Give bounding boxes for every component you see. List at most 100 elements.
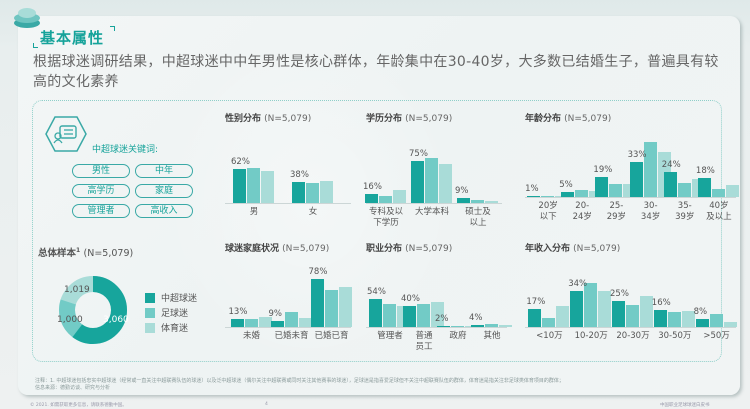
bar [230, 318, 244, 327]
bar [383, 304, 396, 327]
bar [709, 314, 723, 327]
bar [541, 195, 555, 197]
bar-value-label: 8% [693, 306, 708, 317]
bar [425, 158, 438, 203]
footer-copyright: © 2021. 如需获取更多信息，请联系德勤中国。 [30, 403, 127, 408]
x-axis [525, 327, 736, 328]
keywords-panel: 中超球迷关键词: 男性 中年 高学历 家庭 管理者 高收入 [45, 115, 205, 225]
legend-item: 足球迷 [145, 305, 197, 320]
id-card-icon [45, 116, 87, 152]
bar-value-label: 34% [568, 279, 588, 290]
bar [437, 325, 450, 327]
bar [677, 183, 691, 197]
bar [233, 168, 246, 203]
bar [681, 311, 695, 327]
donut-label-fans-csl: 3,060 [103, 315, 129, 325]
bar [417, 303, 430, 327]
bar-value-label: 4% [469, 312, 483, 323]
bar [711, 188, 725, 197]
category-label: >50万 [703, 331, 730, 341]
bar [527, 195, 541, 197]
keyword-pill: 高学历 [72, 184, 130, 198]
bar [697, 178, 711, 197]
bar [244, 318, 258, 327]
summary-text: 根据球迷调研结果，中超球迷中中年男性是核心群体，年龄集中在30-40岁，大多数已… [33, 54, 719, 90]
bar-value-label: 9% [268, 309, 283, 320]
bar-value-label: 33% [627, 150, 647, 161]
bar [556, 306, 570, 327]
bar-value-label: 19% [593, 165, 613, 176]
chart-title: 球迷家庭状况 (N=5,079) [225, 244, 330, 254]
bar-value-label: 2% [435, 313, 449, 324]
bar-value-label: 1% [525, 183, 539, 194]
bar-value-label: 62% [231, 156, 250, 167]
bar [609, 184, 623, 197]
income-chart: 年收入分布 (N=5,079) 17% <10万 34% 10-20万 25% 20-30万… [525, 241, 740, 351]
sample-legend: 中超球迷 足球迷 体育迷 [145, 290, 197, 335]
section-title: 基本属性 [40, 29, 105, 47]
keyword-pill: 管理者 [72, 204, 130, 218]
bar [258, 317, 272, 327]
category-label: 男 [249, 207, 259, 217]
bar-value-label: 54% [367, 286, 386, 297]
chart-title: 性别分布 (N=5,079) [225, 114, 312, 124]
bar [575, 189, 589, 197]
category-label: 30-50万 [658, 331, 692, 341]
bar-value-label: 75% [409, 149, 428, 159]
bar [499, 324, 512, 327]
bar [640, 295, 653, 327]
chart-title: 年龄分布 (N=5,079) [525, 114, 612, 124]
age-chart: 年龄分布 (N=5,079) 1% 20岁 以下 5% 20- 24岁 19% 25- 29岁 33… [525, 111, 740, 226]
bar [598, 291, 612, 327]
family-chart: 球迷家庭状况 (N=5,079) 13% 未婚 9% 已婚未育 78% 已婚已育 [225, 241, 355, 351]
bar [247, 167, 260, 203]
bar [292, 182, 305, 203]
keyword-pill: 中年 [135, 164, 193, 178]
donut-label-fans-football: 1,000 [57, 315, 83, 325]
bar [725, 185, 739, 197]
category-label: 20-30万 [616, 331, 650, 341]
bar [485, 324, 498, 327]
category-label: 已婚未育 [274, 331, 309, 341]
category-label: 20岁 以下 [538, 201, 558, 222]
bar-value-label: 38% [290, 170, 309, 181]
gender-chart: 性别分布 (N=5,079) 62% 男 38% 女 [225, 111, 355, 226]
bar [439, 163, 452, 203]
bar [306, 183, 319, 203]
footnote: 注释：1. 中超球迷包括忠实中超球迷（经常或一直关注中超联赛队伍的球迷）以及泛中… [35, 378, 564, 391]
education-chart: 学历分布 (N=5,079) 16% 专科及以 下学历 75% 大学本科 9% 硕士及 以上 [363, 111, 506, 228]
bar [393, 189, 406, 203]
bar [723, 321, 737, 327]
bar [584, 282, 598, 327]
keyword-pill: 高收入 [135, 204, 193, 218]
legend-item: 体育迷 [145, 320, 197, 335]
charts-panel [32, 100, 722, 362]
bar [403, 306, 416, 327]
footer-report-title: 中国职业足球球迷白皮书 [660, 403, 710, 408]
category-label: 已婚已育 [314, 331, 349, 341]
bar [542, 317, 556, 327]
bar [431, 302, 444, 327]
bar-value-label: 5% [559, 179, 573, 190]
bar [338, 287, 352, 327]
x-axis [366, 327, 507, 328]
bar-value-label: 78% [308, 266, 328, 277]
bar-value-label: 40% [401, 294, 420, 305]
x-axis [525, 197, 736, 198]
footer-page-number: 4 [265, 402, 268, 407]
category-label: <10万 [536, 331, 563, 341]
bar [667, 312, 681, 327]
bar [471, 199, 484, 203]
bar [626, 304, 639, 327]
title-bracket-right [110, 26, 115, 31]
bar-value-label: 17% [526, 297, 546, 308]
keywords-title: 中超球迷关键词: [92, 145, 159, 155]
keyword-pill: 家庭 [135, 184, 193, 198]
category-label: 普通 员工 [415, 331, 433, 352]
bar [320, 181, 333, 203]
bar [365, 194, 378, 203]
category-label: 政府 [449, 331, 467, 341]
bar-value-label: 18% [695, 166, 715, 177]
bar [298, 317, 312, 327]
bar [485, 200, 498, 203]
